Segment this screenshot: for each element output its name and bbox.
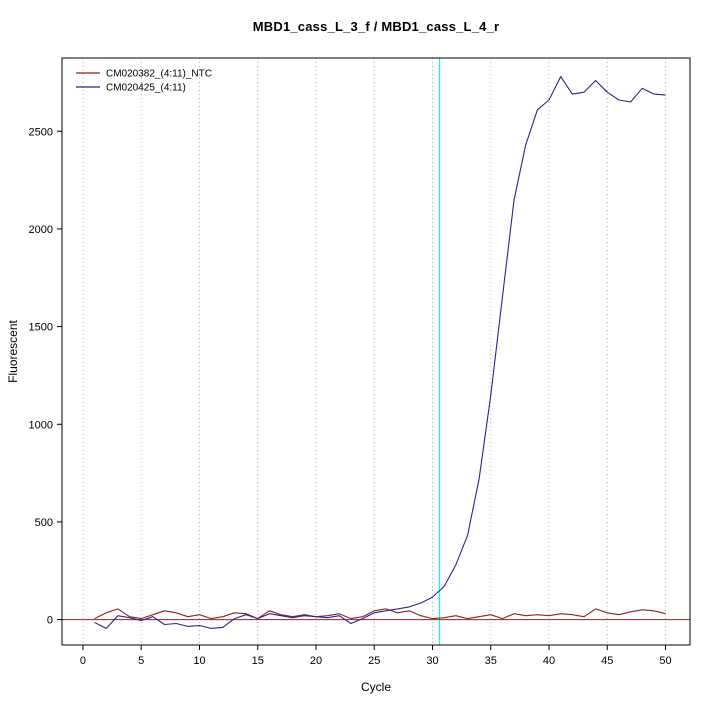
y-tick-label: 500: [35, 517, 53, 529]
x-tick-label: 5: [138, 655, 144, 667]
legend-label-1: CM020425_(4:11): [106, 83, 186, 94]
plot-border: [61, 57, 691, 646]
x-tick-label: 50: [659, 655, 671, 667]
y-tick-label: 2500: [29, 126, 53, 138]
x-tick-label: 40: [543, 655, 555, 667]
x-tick-label: 25: [368, 655, 380, 667]
x-tick-label: 20: [310, 655, 322, 667]
y-tick-label: 2000: [29, 224, 53, 236]
y-tick-label: 1500: [29, 322, 53, 334]
x-axis-label: Cycle: [361, 680, 391, 694]
y-tick-label: 0: [47, 615, 53, 627]
x-tick-label: 10: [193, 655, 205, 667]
series-line-1: [94, 76, 666, 629]
y-axis-label: Fluorescent: [6, 319, 20, 382]
x-tick-label: 30: [426, 655, 438, 667]
x-tick-label: 35: [485, 655, 497, 667]
x-tick-label: 45: [601, 655, 613, 667]
x-tick-label: 0: [80, 655, 86, 667]
chart-title: MBD1_cass_L_3_f / MBD1_cass_L_4_r: [252, 19, 500, 34]
x-tick-label: 15: [252, 655, 264, 667]
series-line-0: [94, 608, 666, 620]
legend-label-0: CM020382_(4:11)_NTC: [106, 69, 212, 80]
y-tick-label: 1000: [29, 419, 53, 431]
